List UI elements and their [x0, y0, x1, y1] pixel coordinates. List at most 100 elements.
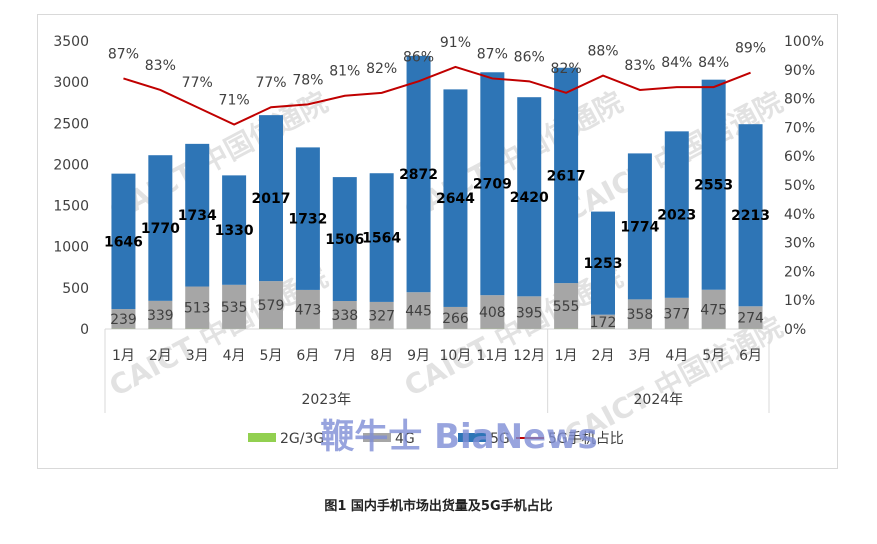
label-5g: 1732	[288, 212, 327, 228]
y2-tick-label: 10%	[784, 293, 815, 309]
bar-g4	[295, 289, 320, 329]
bar-g5	[627, 153, 652, 300]
bar-g4	[111, 309, 136, 329]
x-tick-label: 12月	[513, 348, 545, 364]
y2-tick-label: 100%	[784, 34, 824, 50]
x-tick-label: 7月	[333, 348, 356, 364]
x-tick-label: 8月	[370, 348, 393, 364]
label-ratio: 87%	[477, 46, 508, 62]
label-ratio: 77%	[255, 75, 286, 91]
label-ratio: 88%	[587, 44, 618, 60]
x-tick-label: 3月	[628, 348, 651, 364]
label-ratio: 83%	[145, 58, 176, 74]
x-tick-label: 6月	[296, 348, 319, 364]
label-ratio: 84%	[661, 55, 692, 71]
bar-g4	[443, 306, 468, 329]
label-4g: 358	[627, 307, 654, 323]
label-ratio: 77%	[182, 75, 213, 91]
label-ratio: 86%	[514, 49, 545, 65]
label-4g: 395	[516, 306, 543, 322]
x-tick-label: 6月	[739, 348, 762, 364]
y2-tick-label: 0%	[784, 322, 806, 338]
label-ratio: 71%	[219, 93, 250, 109]
y-tick-label: 1500	[53, 199, 89, 215]
label-ratio: 87%	[108, 46, 139, 62]
label-5g: 1734	[178, 208, 217, 224]
label-5g: 1564	[362, 231, 401, 247]
label-4g: 579	[258, 298, 285, 314]
bar-g5	[111, 173, 136, 310]
y2-tick-label: 40%	[784, 207, 815, 223]
bar-g5	[332, 177, 357, 302]
label-5g: 1253	[584, 256, 623, 272]
bar-g5	[701, 79, 726, 290]
y-tick-label: 2500	[53, 116, 89, 132]
ratio-line	[123, 65, 751, 126]
legend-2g3g-label: 2G/3G	[280, 431, 324, 447]
bar-g4	[591, 314, 615, 329]
x-tick-label: 11月	[476, 348, 508, 364]
label-4g: 377	[663, 306, 690, 322]
y2-tick-label: 70%	[784, 120, 815, 136]
group-label: 2023年	[302, 392, 352, 408]
x-tick-label: 5月	[702, 348, 725, 364]
x-tick-label: 4月	[223, 348, 246, 364]
y-tick-label: 3500	[53, 34, 89, 50]
group-label: 2024年	[634, 392, 684, 408]
figure-caption: 图1 国内手机市场出货量及5G手机占比	[324, 499, 553, 514]
bar-g4	[259, 281, 283, 329]
label-5g: 1330	[215, 223, 254, 239]
x-tick-label: 2月	[149, 348, 172, 364]
bar-g4	[185, 286, 210, 329]
bar-g4	[332, 301, 357, 329]
x-tick-label: 4月	[665, 348, 688, 364]
bar-g5	[664, 131, 689, 298]
label-4g: 513	[184, 301, 211, 317]
legend-4g-swatch	[363, 433, 391, 442]
legend-2g3g-swatch	[248, 433, 276, 442]
label-5g: 2553	[694, 178, 733, 194]
overlay-watermark: 鞭牛士 BiaNews	[320, 417, 598, 457]
label-4g: 445	[405, 304, 432, 320]
bar-g4	[369, 301, 394, 329]
label-5g: 1506	[325, 232, 364, 248]
bar-g5	[185, 143, 210, 287]
bar-g5	[148, 155, 173, 301]
y2-tick-label: 80%	[784, 92, 815, 108]
label-ratio: 84%	[698, 55, 729, 71]
bar-g5	[480, 72, 505, 296]
bar-g4	[517, 296, 542, 329]
bars-layer	[111, 55, 763, 329]
label-ratio: 86%	[403, 49, 434, 65]
bar-g4	[701, 289, 726, 329]
legend-4g-label: 4G	[395, 431, 415, 447]
label-4g: 555	[553, 299, 580, 315]
label-5g: 2420	[510, 190, 549, 206]
label-4g: 274	[737, 311, 764, 327]
label-5g: 2213	[731, 208, 770, 224]
y-tick-label: 1000	[53, 240, 89, 256]
bar-g4	[554, 283, 579, 329]
label-ratio: 89%	[735, 41, 766, 57]
bar-g4	[148, 300, 173, 329]
bar-g5	[738, 124, 763, 307]
bar-g4	[664, 297, 689, 329]
y2-tick-label: 50%	[784, 178, 815, 194]
y-tick-label: 2000	[53, 157, 89, 173]
y-tick-label: 3000	[53, 75, 89, 91]
bar-g5	[554, 67, 579, 284]
label-ratio: 91%	[440, 35, 471, 51]
label-layer: 239 1646 339 1770 513 1734 535 1330 579 2017 473 17…	[104, 35, 770, 331]
bar-g4	[480, 295, 505, 329]
label-5g: 2017	[252, 191, 291, 207]
label-4g: 239	[110, 312, 137, 328]
label-4g: 327	[368, 308, 395, 324]
label-4g: 535	[221, 300, 248, 316]
label-ratio: 81%	[329, 64, 360, 80]
bar-g5	[443, 89, 468, 307]
label-ratio: 82%	[366, 61, 397, 77]
legend-5g-label: 5G	[490, 431, 510, 447]
bar-g5	[406, 55, 431, 293]
line-layer	[123, 65, 751, 126]
